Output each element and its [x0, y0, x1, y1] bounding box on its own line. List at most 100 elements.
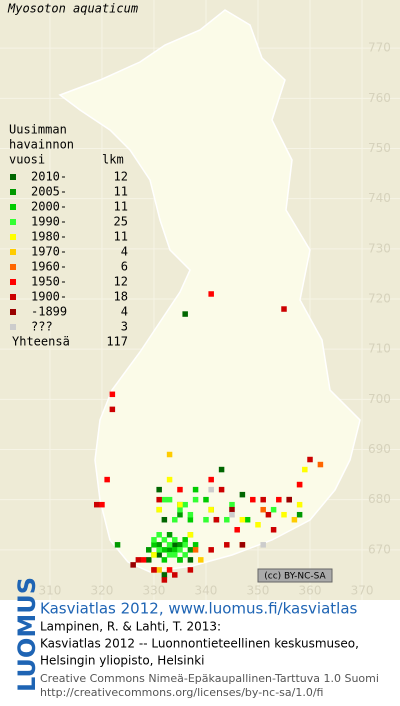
legend-label: 2000-: [31, 200, 67, 214]
occurrence-square: [317, 461, 324, 468]
occurrence-square: [218, 466, 225, 473]
occurrence-square: [182, 501, 188, 508]
occurrence-square: [156, 547, 162, 553]
occurrence-square: [270, 506, 277, 513]
legend-label: 1990-: [31, 215, 67, 229]
occurrence-square: [130, 562, 136, 568]
occurrence-square: [208, 547, 214, 553]
occurrence-square: [161, 577, 168, 583]
occurrence-square: [286, 496, 292, 503]
legend-count: 18: [114, 290, 128, 304]
occurrence-square: [166, 496, 173, 503]
occurrence-square: [166, 476, 173, 483]
legend-count: 11: [114, 230, 128, 244]
legend-swatch: [10, 204, 16, 210]
x-tick-label: 330: [143, 584, 166, 598]
occurrence-square: [151, 537, 157, 543]
occurrence-square: [255, 521, 261, 528]
citation-line: Helsingin yliopisto, Helsinki: [40, 654, 205, 668]
occurrence-square: [161, 572, 168, 578]
occurrence-square: [192, 486, 199, 493]
occurrence-square: [151, 567, 157, 573]
legend-swatch: [10, 294, 16, 300]
occurrence-square: [239, 542, 246, 548]
legend-label: 1900-: [31, 290, 67, 304]
y-tick-label: 680: [368, 492, 391, 506]
occurrence-square: [265, 511, 272, 518]
occurrence-square: [177, 542, 183, 548]
legend-label: 1980-: [31, 230, 67, 244]
occurrence-square: [161, 496, 168, 503]
occurrence-square: [172, 552, 178, 558]
occurrence-square: [161, 516, 168, 523]
occurrence-square: [177, 547, 183, 553]
logo: LUOMUS: [13, 577, 41, 692]
occurrence-square: [109, 406, 116, 413]
occurrence-square: [307, 456, 313, 463]
y-tick-label: 760: [368, 91, 391, 105]
occurrence-square: [187, 557, 194, 563]
occurrence-square: [166, 547, 173, 553]
occurrence-square: [151, 542, 157, 548]
legend-label: 1970-: [31, 245, 67, 259]
legend-count-heading: lkm: [102, 153, 124, 167]
occurrence-square: [296, 501, 303, 508]
legend-count: 12: [114, 275, 128, 289]
occurrence-square: [156, 542, 162, 548]
legend-label: -1899: [31, 305, 67, 319]
occurrence-square: [187, 532, 194, 538]
legend-count: 11: [114, 200, 128, 214]
occurrence-square: [109, 391, 116, 398]
y-tick-label: 670: [368, 542, 391, 556]
occurrence-square: [276, 496, 282, 503]
occurrence-square: [234, 527, 240, 533]
occurrence-square: [182, 542, 188, 548]
occurrence-square: [177, 506, 183, 513]
x-tick-label: 360: [299, 584, 322, 598]
license-line: Creative Commons Nimeä-Epäkaupallinen-Ta…: [40, 672, 379, 685]
occurrence-square: [260, 542, 266, 548]
legend-swatch: [10, 234, 16, 240]
legend-label: 1950-: [31, 275, 67, 289]
occurrence-square: [156, 532, 162, 538]
citation-line: Kasviatlas 2012 -- Luonnontieteellinen k…: [40, 637, 359, 651]
occurrence-square: [156, 506, 162, 513]
legend-swatch: [10, 324, 16, 330]
occurrence-square: [166, 567, 173, 573]
occurrence-square: [135, 557, 142, 563]
occurrence-square: [151, 552, 157, 558]
y-tick-label: 730: [368, 241, 391, 255]
occurrence-square: [187, 511, 194, 518]
occurrence-square: [161, 557, 168, 563]
occurrence-square: [192, 542, 199, 548]
occurrence-square: [296, 481, 303, 488]
occurrence-square: [239, 516, 246, 523]
badge-text: (cc) BY-NC-SA: [264, 572, 326, 582]
legend-label: ???: [31, 320, 53, 334]
legend-count: 3: [121, 320, 128, 334]
occurrence-square: [281, 511, 287, 518]
legend-heading: havainnon: [9, 138, 74, 152]
legend-swatch: [10, 309, 16, 315]
headline: Kasviatlas 2012, www.luomus.fi/kasviatla…: [40, 600, 358, 618]
occurrence-square: [182, 537, 188, 543]
occurrence-square: [296, 511, 303, 518]
occurrence-square: [156, 567, 162, 573]
occurrence-square: [281, 306, 287, 312]
occurrence-square: [99, 501, 105, 508]
occurrence-square: [224, 516, 230, 523]
occurrence-square: [208, 476, 214, 483]
y-tick-label: 720: [368, 291, 391, 305]
finland-outline: [58, 9, 361, 573]
x-tick-label: 340: [195, 584, 218, 598]
occurrence-square: [187, 547, 194, 553]
y-tick-label: 770: [368, 41, 391, 55]
occurrence-square: [270, 527, 277, 533]
occurrence-square: [302, 466, 308, 473]
occurrence-square: [140, 557, 147, 563]
occurrence-square: [291, 516, 298, 523]
legend-swatch: [10, 189, 16, 195]
legend-count: 12: [114, 170, 128, 184]
